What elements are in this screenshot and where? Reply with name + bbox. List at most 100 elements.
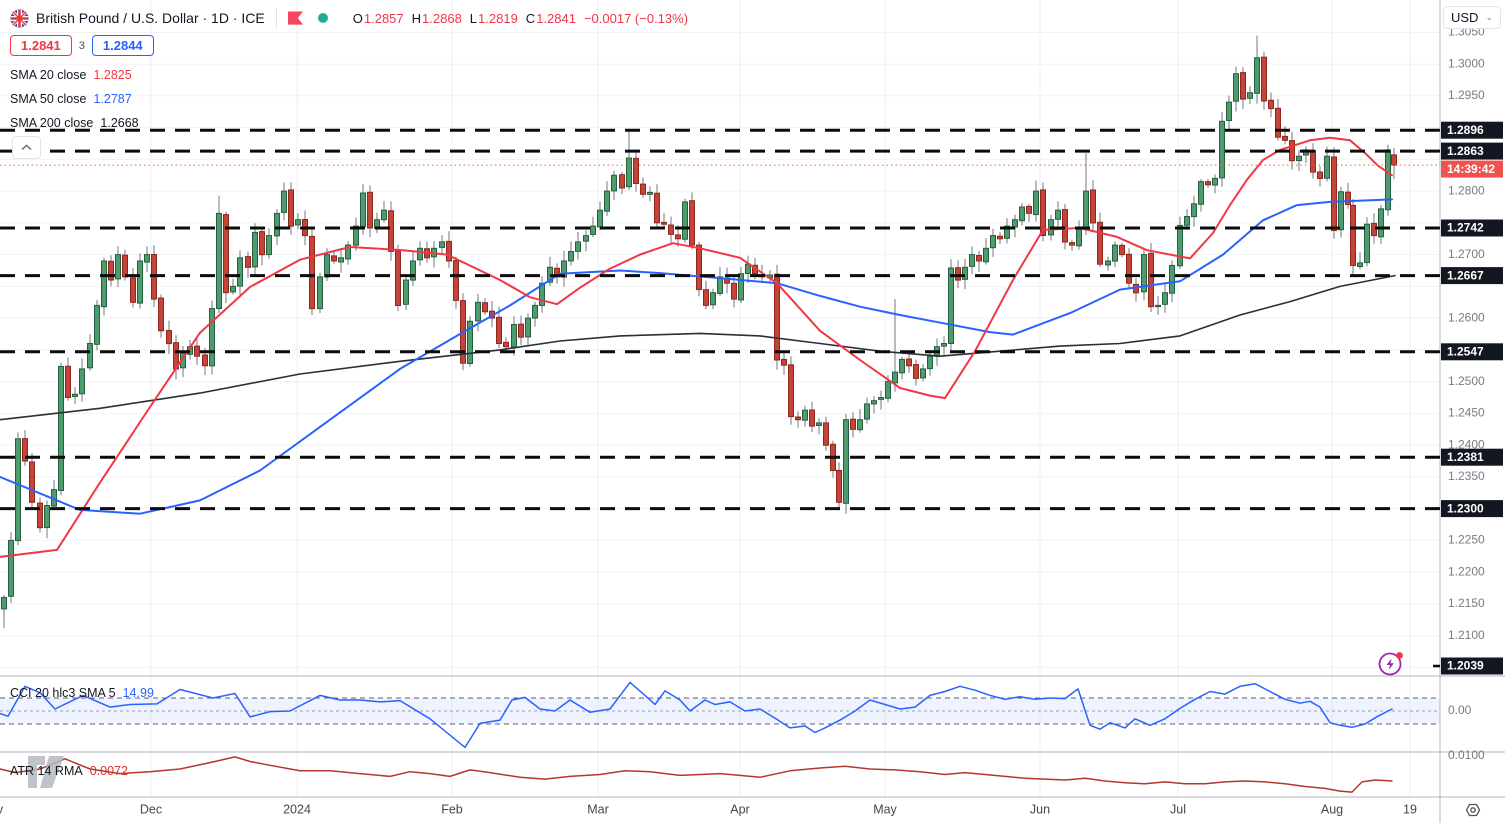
candle-up bbox=[710, 292, 716, 306]
close-value: 1.2841 bbox=[536, 10, 576, 26]
candle-down bbox=[1317, 171, 1323, 179]
candle-up bbox=[990, 235, 996, 249]
candle-up bbox=[317, 276, 323, 310]
lightning-icon bbox=[1386, 658, 1394, 670]
candle-up bbox=[1162, 292, 1168, 305]
candle-up bbox=[1212, 177, 1218, 186]
legend-cci[interactable]: CCI 20 hlc3 SMA 5 14.99 bbox=[10, 686, 154, 700]
candle-down bbox=[1148, 252, 1154, 308]
candle-up bbox=[475, 301, 481, 322]
market-status-icon[interactable] bbox=[317, 13, 328, 23]
candle-up bbox=[525, 317, 531, 338]
sell-button[interactable]: 1.2841 bbox=[10, 35, 72, 56]
candle-up bbox=[816, 422, 822, 426]
atr-line bbox=[0, 756, 1393, 793]
candle-up bbox=[920, 368, 926, 379]
legend-sma50[interactable]: SMA 50 close 1.2787 bbox=[10, 92, 132, 106]
price-tick: 1.2250 bbox=[1448, 533, 1485, 547]
spark-events-button[interactable] bbox=[1377, 649, 1405, 677]
candle-up bbox=[274, 212, 280, 237]
level-price-label bbox=[1441, 142, 1503, 160]
candle-down bbox=[850, 418, 856, 430]
candle-up bbox=[871, 400, 877, 405]
candle-up bbox=[410, 260, 416, 281]
candle-down bbox=[158, 297, 164, 332]
candle-up bbox=[1141, 254, 1147, 293]
level-price-label bbox=[1441, 219, 1503, 237]
price-tick: 1.2400 bbox=[1448, 437, 1485, 451]
candle-down bbox=[906, 358, 912, 367]
level-price-label bbox=[1441, 343, 1503, 361]
buy-button[interactable]: 1.2844 bbox=[91, 35, 154, 56]
candle-up bbox=[1378, 208, 1384, 238]
candle-up bbox=[857, 419, 863, 431]
candle-down bbox=[496, 316, 502, 344]
candle-down bbox=[1126, 253, 1132, 284]
axis-settings-button[interactable] bbox=[1461, 800, 1485, 820]
gridlines bbox=[0, 0, 1440, 797]
price-tick: 1.2350 bbox=[1448, 469, 1485, 483]
candle-up bbox=[230, 285, 236, 293]
candle-down bbox=[1119, 244, 1125, 256]
candle-down bbox=[955, 267, 961, 281]
candle-down bbox=[1391, 154, 1397, 166]
candle-up bbox=[87, 343, 93, 369]
time-tick: Aug bbox=[1321, 802, 1343, 816]
tradingview-logo bbox=[26, 752, 76, 797]
time-tick: Jul bbox=[1170, 802, 1186, 816]
candle-down bbox=[633, 157, 639, 184]
candle-up bbox=[1, 597, 7, 610]
candle-down bbox=[1069, 242, 1075, 246]
candle-down bbox=[259, 231, 265, 256]
candle-down bbox=[788, 364, 794, 418]
level-price-label bbox=[1441, 500, 1503, 518]
candle-up bbox=[583, 235, 589, 242]
level-lines[interactable] bbox=[0, 128, 1440, 511]
price-tick: 1.2700 bbox=[1448, 247, 1485, 261]
candle-down bbox=[1090, 189, 1096, 224]
price-tick: 1.2200 bbox=[1448, 564, 1485, 578]
level-price-text: 1.2863 bbox=[1447, 144, 1484, 158]
candle-down bbox=[1275, 107, 1281, 138]
time-axis[interactable]: Nov Dec 2024 Feb Mar Apr May Jun Jul Aug 19 bbox=[0, 802, 1417, 816]
candle-up bbox=[72, 393, 78, 397]
cci-band bbox=[0, 697, 1440, 725]
candle-up bbox=[892, 371, 898, 384]
candle-up bbox=[1155, 304, 1161, 308]
price-tick: 1.2950 bbox=[1448, 88, 1485, 102]
legend-sma20[interactable]: SMA 20 close 1.2825 bbox=[10, 68, 132, 82]
candle-down bbox=[1205, 181, 1211, 186]
sma20-value: 1.2825 bbox=[93, 68, 132, 82]
candle-up bbox=[1184, 216, 1190, 226]
close-label: C bbox=[525, 10, 536, 26]
symbol-title[interactable]: British Pound / U.S. Dollar · 1D · ICE bbox=[36, 10, 265, 26]
candle-down bbox=[37, 502, 43, 529]
candle-down bbox=[1040, 189, 1046, 236]
flag-marker-icon[interactable] bbox=[287, 11, 303, 25]
time-tick: May bbox=[873, 802, 897, 816]
cci-zero-tick: 0.00 bbox=[1448, 703, 1472, 717]
candle-up bbox=[948, 267, 954, 344]
candle-up bbox=[295, 219, 301, 226]
candle-down bbox=[1350, 204, 1356, 266]
candle-up bbox=[1033, 190, 1039, 216]
sma200-name: SMA 200 close bbox=[10, 116, 94, 130]
legend-sma200[interactable]: SMA 200 close 1.2668 bbox=[10, 116, 139, 130]
candle-up bbox=[1233, 73, 1239, 102]
candle-up bbox=[1083, 190, 1089, 231]
currency-selector[interactable]: USD ⌄ bbox=[1443, 6, 1501, 29]
candle-down bbox=[1289, 140, 1295, 162]
candle-up bbox=[1254, 57, 1260, 94]
currency-value: USD bbox=[1451, 10, 1479, 25]
legend-atr[interactable]: ATR 14 RMA 0.0072 bbox=[10, 764, 128, 778]
candle-down bbox=[194, 345, 200, 357]
candle-up bbox=[864, 403, 870, 420]
collapse-legend-button[interactable] bbox=[12, 136, 41, 159]
gbp-flag-icon bbox=[10, 9, 29, 28]
candle-down bbox=[288, 189, 294, 227]
price-axis[interactable]: 1.30501.30001.29501.28001.27001.26001.25… bbox=[1433, 25, 1503, 763]
candle-up bbox=[144, 254, 150, 263]
